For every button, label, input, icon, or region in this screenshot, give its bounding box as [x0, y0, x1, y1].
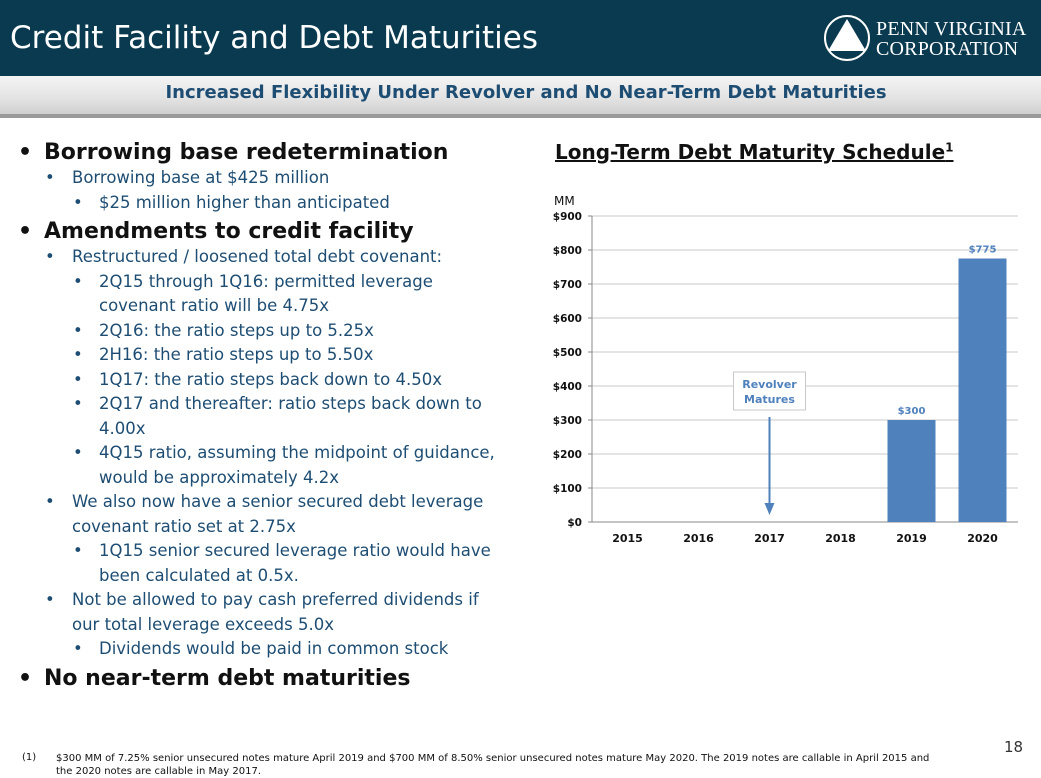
bullet-text: Dividends would be paid in common stock: [99, 639, 449, 658]
x-tick-label: 2015: [612, 532, 643, 545]
bullet-text: covenant ratio will be 4.75x: [99, 296, 329, 315]
bullet-text: No near-term debt maturities: [44, 665, 411, 691]
page-title: Credit Facility and Debt Maturities: [10, 20, 538, 56]
bullet-text: Amendments to credit facility: [44, 219, 414, 244]
y-tick-label: $300: [553, 415, 582, 427]
bullet-text: would be approximately 4.2x: [99, 467, 340, 487]
x-tick-label: 2017: [754, 532, 785, 545]
bullet-text: 2Q17 and thereafter: ratio steps back do…: [99, 394, 482, 413]
subtitle: Increased Flexibility Under Revolver and…: [165, 82, 887, 103]
footnote: $300 MM of 7.25% senior unsecured notes …: [56, 753, 930, 777]
y-tick-label: $0: [567, 517, 582, 529]
bullet-marker: •: [45, 590, 55, 609]
y-tick-label: $100: [553, 483, 582, 495]
bullet-text: covenant ratio set at 2.75x: [72, 516, 296, 536]
chart-title-text: Long-Term Debt Maturity Schedule: [555, 140, 946, 164]
bullet-text: Borrowing base redetermination: [44, 140, 449, 165]
header-bar: Credit Facility and Debt Maturities PENN…: [0, 0, 1041, 76]
bullet-text: Restructured / loosened total debt coven…: [72, 247, 443, 266]
y-tick-label: $900: [553, 211, 582, 223]
logo-line-2: CORPORATION: [876, 38, 1019, 60]
subtitle-bar: Increased Flexibility Under Revolver and…: [0, 76, 1041, 118]
bullet-marker: •: [73, 639, 83, 658]
debt-maturity-chart: MM $0 $100 $200 $300 $400 $500 $600 $700 $800 $900…: [553, 194, 1018, 545]
x-tick-label: 2020: [967, 532, 998, 545]
revolver-annotation-box: [733, 371, 806, 411]
bullet-text: 2Q16: the ratio steps up to 5.25x: [99, 320, 374, 340]
bullet-text: been calculated at 0.5x.: [99, 565, 299, 585]
footnote-number: (1): [22, 752, 37, 763]
data-label: $300: [898, 406, 926, 417]
y-tick-label: $500: [553, 347, 582, 359]
bullet-text: 1Q17: the ratio steps back down to 4.50x: [99, 369, 442, 389]
chart-title-footnote-mark: 1: [945, 140, 954, 155]
x-tick-label: 2016: [683, 532, 714, 545]
bullet-marker: •: [18, 219, 33, 244]
bullet-text: We also now have a senior secured debt l…: [72, 492, 484, 511]
bullet-text: 4Q15 ratio, assuming the midpoint of gui…: [99, 443, 495, 462]
chart-title: Long-Term Debt Maturity Schedule1: [555, 140, 954, 164]
bullet-marker: •: [18, 665, 33, 691]
bullet-text: Borrowing base at $425 million: [72, 168, 330, 187]
bullet-marker: •: [73, 345, 83, 364]
triangle-logo-icon: [824, 15, 870, 61]
bar-2019: [887, 420, 936, 522]
bullet-marker: •: [73, 394, 83, 413]
y-tick-label: $800: [553, 245, 582, 257]
y-tick-label: $400: [553, 381, 582, 393]
bullet-marker: •: [73, 320, 83, 340]
bullet-marker: •: [73, 541, 83, 560]
bullet-marker: •: [45, 247, 55, 266]
bullet-marker: •: [73, 443, 83, 462]
y-axis-unit-label: MM: [554, 194, 575, 208]
bullet-text: 2H16: the ratio steps up to 5.50x: [99, 345, 374, 364]
bullet-text: our total leverage exceeds 5.0x: [72, 614, 335, 634]
data-label: $775: [969, 245, 997, 256]
bullet-marker: •: [45, 168, 55, 187]
annotation-text: Revolver: [742, 378, 797, 391]
x-tick-label: 2019: [896, 532, 927, 545]
y-tick-label: $200: [553, 449, 582, 461]
down-arrow-icon: [764, 503, 775, 515]
bullet-marker: •: [73, 271, 83, 291]
bullet-text: 4.00x: [99, 418, 146, 438]
bullet-marker: •: [18, 140, 33, 165]
bullet-marker: •: [73, 192, 83, 212]
bullet-text: Not be allowed to pay cash preferred div…: [72, 590, 479, 609]
bullet-marker: •: [73, 369, 83, 389]
page-number: 18: [1004, 738, 1024, 756]
annotation-text: Matures: [744, 393, 795, 406]
bullet-text: 2Q15 through 1Q16: permitted leverage: [99, 271, 433, 291]
y-tick-label: $600: [553, 313, 582, 325]
bullet-text: 1Q15 senior secured leverage ratio would…: [99, 541, 491, 560]
bullet-marker: •: [45, 492, 55, 511]
bullet-text: $25 million higher than anticipated: [99, 192, 390, 212]
bar-2020: [958, 258, 1007, 522]
y-tick-label: $700: [553, 279, 582, 291]
x-tick-label: 2018: [825, 532, 856, 545]
logo-line-1: PENN VIRGINIA: [876, 18, 1027, 40]
company-logo-text: PENN VIRGINIA CORPORATION: [876, 19, 1027, 59]
